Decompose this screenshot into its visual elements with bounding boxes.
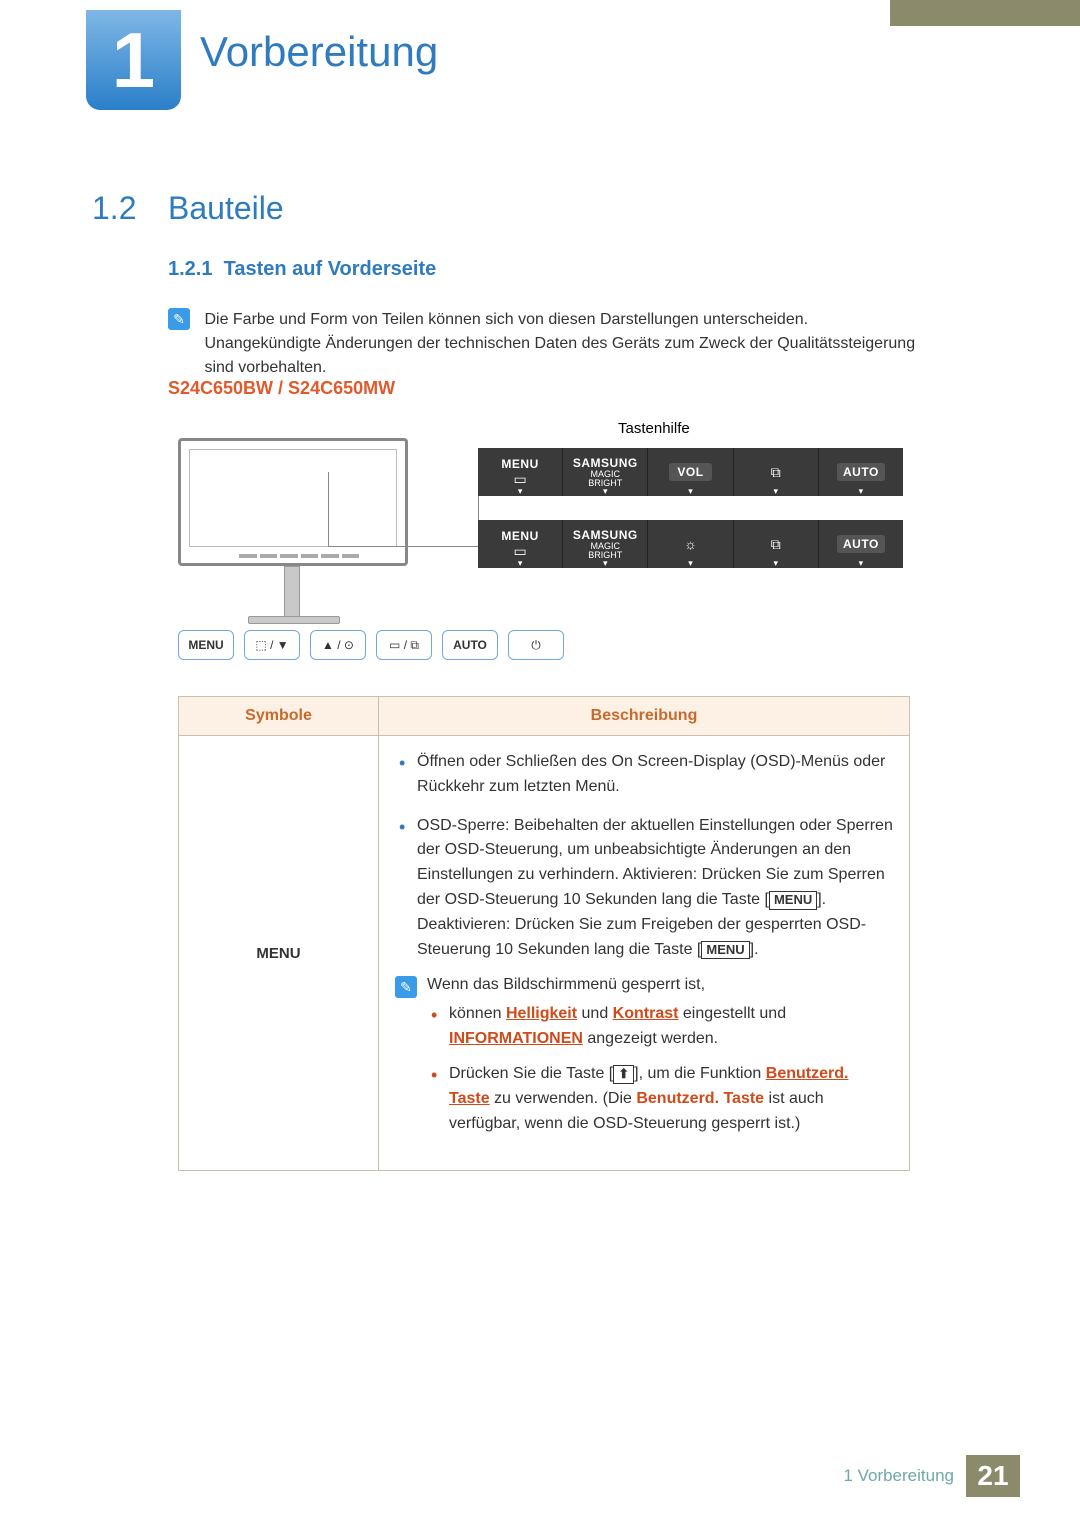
- monitor-stand-neck: [284, 566, 300, 618]
- panel-icon: ⧉: [771, 536, 781, 553]
- link-informationen[interactable]: INFORMATIONEN: [449, 1030, 583, 1047]
- locked-osd-note: ✎ Wenn das Bildschirmmenü gesperrt ist, …: [395, 976, 893, 1146]
- caret-icon: ▾: [603, 558, 608, 569]
- desc-bullet: Öffnen oder Schließen des On Screen-Disp…: [395, 750, 893, 800]
- panel-label: SAMSUNG: [573, 528, 638, 542]
- panel-label: AUTO: [837, 535, 885, 553]
- panel-label: AUTO: [837, 463, 885, 481]
- caret-icon: ▾: [518, 486, 523, 497]
- panel-cell-magicbright: SAMSUNG MAGIC BRIGHT ▾: [563, 448, 648, 496]
- panel-cell-menu: MENU ▭ ▾: [478, 520, 563, 568]
- panel-label: MENU: [501, 457, 538, 471]
- caret-icon: ▾: [859, 558, 864, 569]
- footer-chapter-text: 1 Vorbereitung: [843, 1466, 954, 1486]
- note-lead-text: Wenn das Bildschirmmenü gesperrt ist,: [427, 976, 893, 994]
- footer-page-number: 21: [966, 1455, 1020, 1497]
- panel-label: SAMSUNG: [573, 456, 638, 470]
- physical-button-row: MENU ⬚ / ▼ ▲ / ⊙ ▭ / ⧉ AUTO ⏻: [178, 630, 564, 660]
- panel-icon: ▭: [513, 471, 526, 488]
- panel-cell-source: ⧉ ▾: [734, 520, 819, 568]
- link-kontrast[interactable]: Kontrast: [613, 1005, 679, 1022]
- panel-icon: ▭: [513, 543, 526, 560]
- sub-bullet: Drücken Sie die Taste [⬆], um die Funkti…: [427, 1062, 893, 1136]
- table-header-symbols: Symbole: [179, 697, 379, 736]
- osd-panel-row-2: MENU ▭ ▾ SAMSUNG MAGIC BRIGHT ▾ ☼ ▾ ⧉ ▾ …: [478, 520, 903, 568]
- section-title: Bauteile: [168, 190, 284, 227]
- desc-bullet: OSD-Sperre: Beibehalten der aktuellen Ei…: [395, 814, 893, 963]
- subsection-number: 1.2.1: [168, 258, 212, 280]
- osd-panel-row-1: MENU ▭ ▾ SAMSUNG MAGIC BRIGHT ▾ VOL ▾ ⧉ …: [478, 448, 903, 496]
- monitor-stand-base: [248, 616, 340, 624]
- button-down: ⬚ / ▼: [244, 630, 300, 660]
- panel-cell-brightness: ☼ ▾: [648, 520, 733, 568]
- button-power: ⏻: [508, 630, 564, 660]
- subsection-title: Tasten auf Vorderseite: [224, 258, 437, 280]
- symbol-cell-menu: MENU: [179, 736, 379, 1171]
- model-heading: S24C650BW / S24C650MW: [168, 378, 395, 399]
- symbols-description-table: Symbole Beschreibung MENU Öffnen oder Sc…: [178, 696, 910, 1171]
- key-icon: ⬆: [613, 1065, 634, 1084]
- panel-label: VOL: [669, 463, 711, 481]
- caret-icon: ▾: [603, 486, 608, 497]
- monitor-illustration: [178, 438, 408, 638]
- key-label: MENU: [769, 891, 817, 910]
- chapter-title: Vorbereitung: [200, 28, 438, 76]
- panel-label: MENU: [501, 529, 538, 543]
- link-helligkeit[interactable]: Helligkeit: [506, 1005, 577, 1022]
- brightness-icon: ☼: [684, 536, 697, 552]
- caret-icon: ▾: [773, 486, 778, 497]
- panel-cell-magicbright: SAMSUNG MAGIC BRIGHT ▾: [563, 520, 648, 568]
- caret-icon: ▾: [773, 558, 778, 569]
- intro-note-text: Die Farbe und Form von Teilen können sic…: [204, 308, 924, 380]
- caret-icon: ▾: [859, 486, 864, 497]
- panel-cell-auto: AUTO ▾: [819, 448, 903, 496]
- panel-cell-auto: AUTO ▾: [819, 520, 903, 568]
- caret-icon: ▾: [518, 558, 523, 569]
- tastenhilfe-label: Tastenhilfe: [618, 420, 690, 437]
- table-header-description: Beschreibung: [379, 697, 910, 736]
- monitor-button-strip: [239, 552, 359, 560]
- button-menu: MENU: [178, 630, 234, 660]
- connector-line: [328, 546, 478, 547]
- button-source: ▭ / ⧉: [376, 630, 432, 660]
- note-icon: ✎: [168, 308, 190, 330]
- bold-benutzerd-taste: Benutzerd. Taste: [636, 1090, 764, 1107]
- section-number: 1.2: [92, 190, 136, 227]
- key-label: MENU: [701, 941, 749, 960]
- panel-cell-vol: VOL ▾: [648, 448, 733, 496]
- table-row: MENU Öffnen oder Schließen des On Screen…: [179, 736, 910, 1171]
- panel-cell-menu: MENU ▭ ▾: [478, 448, 563, 496]
- page-footer: 1 Vorbereitung 21: [0, 1455, 1080, 1497]
- intro-note: ✎ Die Farbe und Form von Teilen können s…: [168, 308, 938, 380]
- sub-bullet: können Helligkeit und Kontrast eingestel…: [427, 1002, 893, 1052]
- top-accent-bar: [890, 0, 1080, 26]
- subsection-heading: 1.2.1 Tasten auf Vorderseite: [168, 258, 436, 281]
- panel-cell-source: ⧉ ▾: [734, 448, 819, 496]
- caret-icon: ▾: [688, 558, 693, 569]
- chapter-number-badge: 1: [86, 10, 181, 110]
- note-icon: ✎: [395, 976, 417, 998]
- monitor-screen-inner: [189, 449, 397, 547]
- button-auto: AUTO: [442, 630, 498, 660]
- button-up: ▲ / ⊙: [310, 630, 366, 660]
- connector-line: [328, 472, 329, 547]
- panel-icon: ⧉: [771, 464, 781, 481]
- caret-icon: ▾: [688, 486, 693, 497]
- description-cell: Öffnen oder Schließen des On Screen-Disp…: [379, 736, 910, 1171]
- front-buttons-diagram: Tastenhilfe MENU ▭ ▾ SAMSUNG MAGIC BRIGH…: [178, 420, 908, 680]
